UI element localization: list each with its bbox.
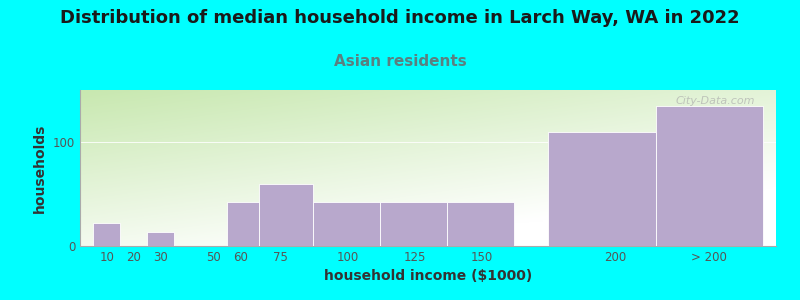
Text: Asian residents: Asian residents xyxy=(334,54,466,69)
Bar xyxy=(259,184,313,246)
Bar xyxy=(655,106,762,246)
Bar xyxy=(446,202,514,246)
Bar xyxy=(147,232,174,246)
Bar xyxy=(313,202,380,246)
Bar xyxy=(380,202,446,246)
Bar xyxy=(94,223,120,246)
Text: Distribution of median household income in Larch Way, WA in 2022: Distribution of median household income … xyxy=(60,9,740,27)
Text: City-Data.com: City-Data.com xyxy=(676,96,755,106)
Y-axis label: households: households xyxy=(34,123,47,213)
Bar xyxy=(549,132,655,246)
Bar xyxy=(227,202,259,246)
X-axis label: household income ($1000): household income ($1000) xyxy=(324,269,532,284)
